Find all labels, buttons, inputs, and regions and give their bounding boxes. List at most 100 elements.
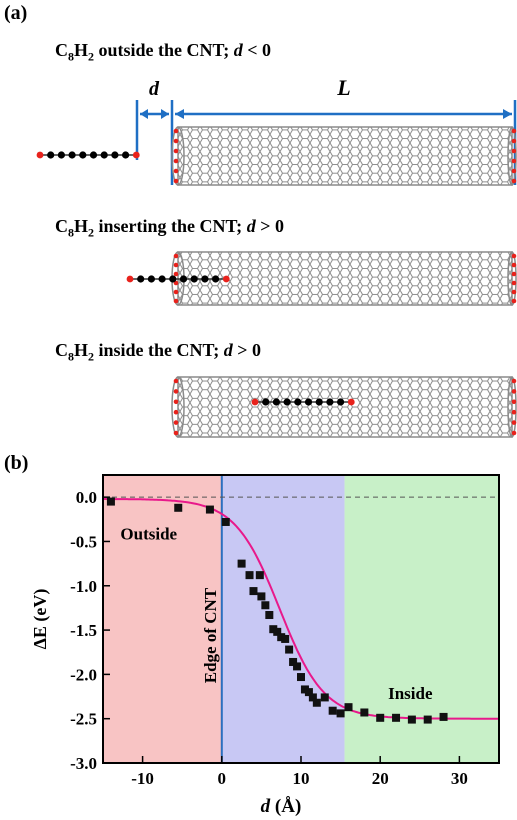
formula-h: H <box>74 216 89 236</box>
c8h2-molecule <box>251 398 355 406</box>
caption-text: outside the CNT; <box>94 40 234 60</box>
y-tick-label: 0.0 <box>76 488 97 507</box>
fit-curve <box>103 498 499 720</box>
terminal-hydrogen <box>173 409 179 415</box>
terminal-hydrogen <box>173 399 179 405</box>
data-point <box>308 693 317 702</box>
nanotube-rim <box>507 126 517 186</box>
terminal-hydrogen <box>173 253 179 259</box>
c8h2-molecule <box>126 275 230 283</box>
data-point <box>221 517 230 526</box>
carbon-atom <box>326 398 334 406</box>
carbon-atom <box>315 398 323 406</box>
terminal-hydrogen <box>511 148 517 154</box>
hydrogen-atom <box>36 151 44 159</box>
data-point <box>336 709 345 718</box>
data-point <box>255 571 264 580</box>
terminal-hydrogen <box>173 430 179 436</box>
carbon-atom <box>79 151 87 159</box>
terminal-hydrogen <box>511 253 517 259</box>
nanotube-rim <box>171 126 185 186</box>
formula-c-sub: 8 <box>68 225 74 240</box>
panel-a-illustration: d L <box>36 75 517 438</box>
label-d: d <box>149 78 160 100</box>
caption-cond: < 0 <box>242 40 271 60</box>
terminal-hydrogen <box>511 271 517 277</box>
terminal-hydrogen <box>511 280 517 286</box>
caption-var: d <box>246 216 256 236</box>
carbon-atom <box>100 151 108 159</box>
carbon-atom <box>137 275 145 283</box>
caption-var: d <box>233 40 243 60</box>
data-point <box>344 703 353 712</box>
y-tick-label: -3.0 <box>70 754 97 773</box>
carbon-atom <box>272 398 280 406</box>
hydrogen-atom <box>251 398 259 406</box>
carbon-atom <box>111 151 119 159</box>
x-axis-label: d (Å) <box>261 796 302 817</box>
carbon-atom <box>68 151 76 159</box>
caption-outside: C8H2 outside the CNT; d < 0 <box>55 40 271 65</box>
carbon-atom <box>201 275 209 283</box>
formula-h-sub: 2 <box>88 225 95 240</box>
caption-cond: > 0 <box>255 216 284 236</box>
terminal-hydrogen <box>173 298 179 304</box>
terminal-hydrogen <box>173 178 179 184</box>
formula-h-sub: 2 <box>88 349 95 364</box>
terminal-hydrogen <box>511 409 517 415</box>
terminal-hydrogen <box>511 420 517 425</box>
terminal-hydrogen <box>511 178 517 184</box>
terminal-hydrogen <box>511 128 517 134</box>
c8h2-molecule <box>36 151 140 159</box>
terminal-hydrogen <box>511 262 517 268</box>
carbon-atom <box>337 398 345 406</box>
panel-a-label: (a) <box>4 2 28 24</box>
y-axis-label: ΔE (eV) <box>30 589 51 650</box>
formula-c: C <box>55 216 68 236</box>
y-tick-label: -1.0 <box>70 577 97 596</box>
carbon-atom <box>304 398 313 406</box>
terminal-hydrogen <box>511 378 517 384</box>
formula-c-sub: 8 <box>68 49 74 64</box>
carbon-atom <box>283 398 291 406</box>
caption-var: d <box>223 340 233 360</box>
terminal-hydrogen <box>173 262 179 268</box>
carbon-atom <box>122 151 130 159</box>
data-point <box>106 497 115 506</box>
data-point <box>360 708 369 717</box>
data-point <box>312 698 321 707</box>
caption-inside: C8H2 inside the CNT; d > 0 <box>55 340 261 365</box>
terminal-hydrogen <box>173 289 179 295</box>
nanotube-body <box>177 251 513 306</box>
carbon-atom <box>179 275 188 283</box>
data-point <box>320 693 329 702</box>
y-tick-label: -2.0 <box>70 665 97 684</box>
nanotube-body <box>177 376 513 438</box>
formula-h: H <box>74 40 89 60</box>
caption-cond: > 0 <box>232 340 261 360</box>
data-point <box>174 503 183 512</box>
hydrogen-atom <box>347 398 355 406</box>
terminal-hydrogen <box>511 298 517 304</box>
hydrogen-atom <box>222 275 230 283</box>
data-point <box>407 715 416 724</box>
carbon-atom <box>212 275 220 283</box>
data-point <box>249 587 258 596</box>
terminal-hydrogen <box>173 168 179 174</box>
caption-text: inserting the CNT; <box>94 216 247 236</box>
x-tick-label: 10 <box>293 769 310 788</box>
formula-c: C <box>55 340 68 360</box>
data-point <box>392 713 401 722</box>
terminal-hydrogen <box>511 389 517 394</box>
carbon-atom <box>169 275 177 283</box>
terminal-hydrogen <box>511 158 517 164</box>
terminal-hydrogen <box>173 138 179 144</box>
nanotube-body <box>177 126 513 186</box>
data-point <box>439 712 448 721</box>
x-tick-label: 30 <box>451 769 468 788</box>
carbon-atom <box>57 151 65 159</box>
data-point <box>237 559 246 568</box>
terminal-hydrogen <box>511 289 517 295</box>
terminal-hydrogen <box>511 138 517 144</box>
caption-text: inside the CNT; <box>94 340 224 360</box>
